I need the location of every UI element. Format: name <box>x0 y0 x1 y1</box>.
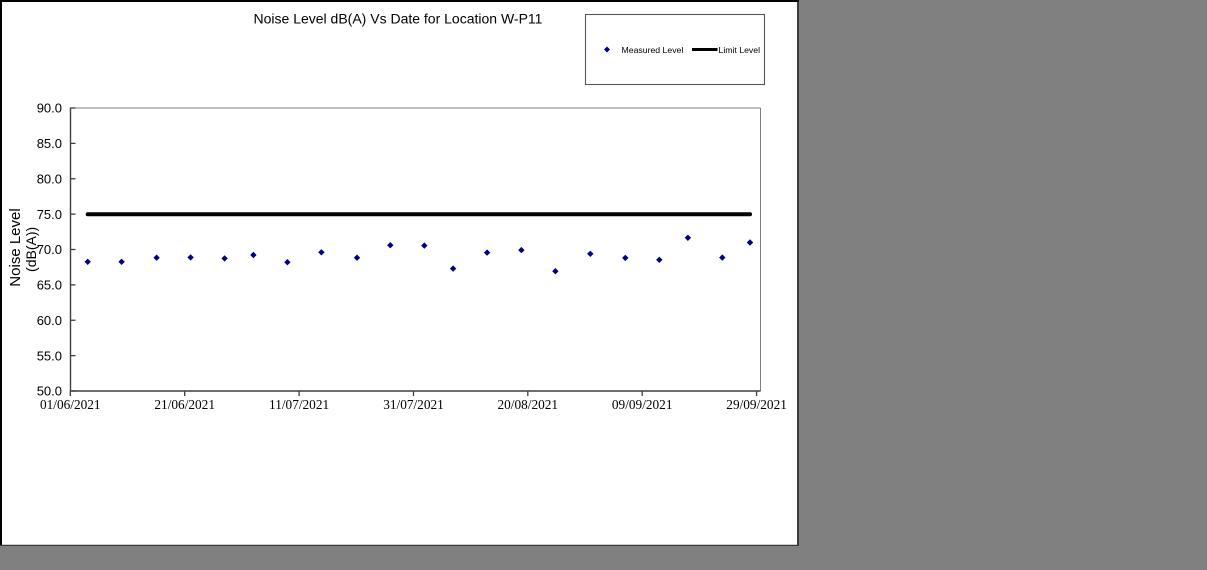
svg-text:55.0: 55.0 <box>37 348 62 363</box>
svg-text:09/09/2021: 09/09/2021 <box>612 397 673 412</box>
svg-text:80.0: 80.0 <box>37 171 62 186</box>
svg-text:75.0: 75.0 <box>37 207 62 222</box>
svg-text:50.0: 50.0 <box>37 384 62 399</box>
svg-text:31/07/2021: 31/07/2021 <box>383 397 444 412</box>
svg-text:01/06/2021: 01/06/2021 <box>40 397 101 412</box>
svg-text:(dB(A)): (dB(A)) <box>23 227 39 272</box>
svg-text:Noise Level: Noise Level <box>7 208 24 286</box>
svg-text:Measured Level: Measured Level <box>622 45 684 55</box>
svg-text:Limit Level: Limit Level <box>719 45 761 55</box>
svg-text:85.0: 85.0 <box>37 136 62 151</box>
svg-text:29/09/2021: 29/09/2021 <box>726 397 787 412</box>
svg-text:20/08/2021: 20/08/2021 <box>498 397 559 412</box>
svg-text:70.0: 70.0 <box>37 242 62 257</box>
svg-text:65.0: 65.0 <box>37 278 62 293</box>
svg-text:90.0: 90.0 <box>37 101 62 116</box>
svg-text:60.0: 60.0 <box>37 313 62 328</box>
svg-text:Noise Level dB(A) Vs Date for: Noise Level dB(A) Vs Date for Location W… <box>254 10 543 26</box>
svg-text:11/07/2021: 11/07/2021 <box>269 397 329 412</box>
svg-text:21/06/2021: 21/06/2021 <box>154 397 215 412</box>
